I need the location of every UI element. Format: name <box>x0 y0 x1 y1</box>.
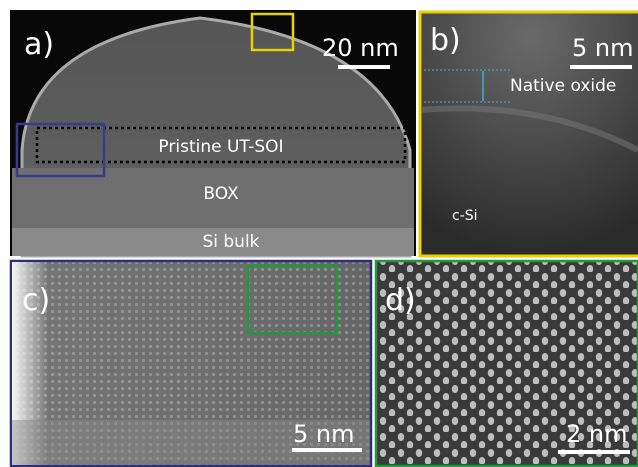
yellow-box <box>250 12 295 52</box>
edge-glow <box>12 262 370 465</box>
scale-bar <box>558 450 630 454</box>
interface <box>420 105 638 153</box>
panel-b: b) 5 nm Native oxide c-Si <box>418 10 638 258</box>
dotted-box <box>35 126 407 164</box>
blue-box <box>15 122 106 178</box>
bulk-layer <box>12 228 414 256</box>
annotation: Native oxide <box>510 76 616 96</box>
panel-d-bg <box>374 259 638 467</box>
annotation: BOX <box>203 184 239 204</box>
panel-label: d) <box>385 283 416 318</box>
panel-label: c) <box>22 283 50 318</box>
panel-c: c) 5 nm <box>9 259 373 467</box>
annotation: c-Si <box>452 208 478 224</box>
panel-a: a) 20 nm Pristine UT-SOI BOX Si bulk <box>10 10 416 258</box>
green-box <box>246 264 339 335</box>
scale-text: 5 nm <box>293 420 355 448</box>
panel-label: a) <box>24 27 54 62</box>
box-region <box>12 420 370 465</box>
annotation: Pristine UT-SOI <box>158 137 283 157</box>
panel-d: d) 2 nm <box>374 259 638 467</box>
annotation: Si bulk <box>202 232 259 252</box>
scale-bar <box>292 448 362 452</box>
scale-bar <box>570 65 632 69</box>
scale-text: 20 nm <box>322 34 399 62</box>
scale-text: 5 nm <box>572 34 634 62</box>
scale-bar <box>338 65 390 69</box>
panel-label: b) <box>430 23 461 58</box>
box-layer <box>12 168 414 230</box>
scale-text: 2 nm <box>566 420 628 448</box>
